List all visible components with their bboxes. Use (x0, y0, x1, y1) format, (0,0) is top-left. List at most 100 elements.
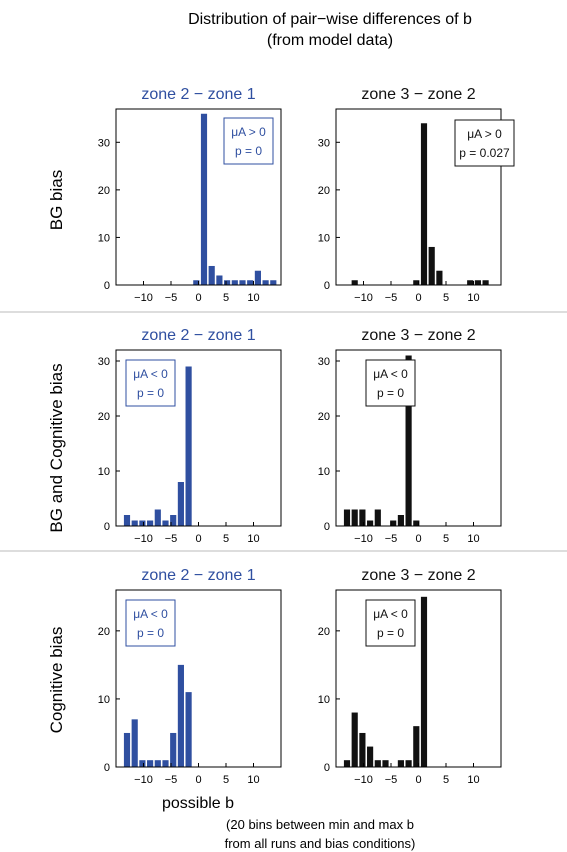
bar-2-10 (413, 280, 420, 285)
bar-4-5 (374, 509, 381, 526)
x-tick-label: 0 (415, 533, 421, 545)
x-tick-label: −5 (165, 774, 178, 786)
y-tick-label: 0 (324, 280, 330, 292)
y-tick-label: 0 (104, 280, 110, 292)
panel-title: zone 2 − zone 1 (141, 86, 255, 103)
bar-1-13 (216, 275, 223, 285)
y-tick-label: 30 (318, 137, 330, 149)
x-tick-label: 10 (247, 292, 259, 304)
y-tick-label: 10 (98, 466, 110, 478)
y-tick-label: 0 (324, 521, 330, 533)
bar-3-2 (131, 520, 138, 526)
bar-6-5 (374, 760, 381, 767)
bar-2-12 (428, 246, 435, 285)
x-tick-label: 10 (467, 774, 479, 786)
bar-6-8 (397, 760, 404, 767)
panel-title: zone 2 − zone 1 (141, 567, 255, 584)
bar-5-8 (177, 664, 184, 767)
panels: −10 −5 0 5 10 0 10 20 30 zone 2 − zone 1 μA > 0 p =… (98, 86, 515, 786)
bar-1-14 (224, 280, 231, 285)
x-tick-label: −10 (134, 292, 153, 304)
row-label-cognitive-bias: Cognitive bias (47, 627, 66, 734)
stat-box (223, 117, 274, 165)
y-tick-label: 20 (98, 185, 110, 197)
x-tick-label: −10 (134, 533, 153, 545)
bar-5-7 (170, 732, 177, 767)
bar-5-3 (139, 760, 146, 767)
bar-6-11 (420, 596, 428, 767)
x-tick-label: 0 (195, 774, 201, 786)
stat-box (125, 599, 176, 647)
bar-2-2 (351, 280, 358, 285)
bar-6-1 (343, 760, 351, 767)
histogram-panel-4: −10 −5 0 5 10 0 10 20 30 zone 3 − zone 2 μA < 0 p =… (318, 327, 502, 545)
bar-4-3 (359, 509, 366, 526)
y-tick-label: 30 (318, 356, 330, 368)
bar-1-10 (193, 280, 200, 285)
y-tick-label: 20 (98, 411, 110, 423)
bar-1-17 (247, 280, 254, 285)
bar-5-6 (162, 760, 169, 767)
bar-6-10 (413, 726, 420, 767)
histogram-panel-1: −10 −5 0 5 10 0 10 20 30 zone 2 − zone 1 μA > 0 p =… (98, 86, 282, 304)
y-tick-label: 10 (318, 694, 330, 706)
footnote-line2: from all runs and bias conditions) (225, 836, 416, 851)
y-tick-label: 10 (98, 232, 110, 244)
footnote-line1: (20 bins between min and max b (226, 817, 414, 832)
stat-hypothesis: μA < 0 (373, 367, 408, 381)
bar-6-3 (359, 732, 366, 767)
x-tick-label: 10 (467, 292, 479, 304)
y-tick-label: 20 (318, 185, 330, 197)
stat-box (454, 119, 515, 167)
bar-4-7 (390, 520, 397, 526)
bar-3-7 (170, 515, 177, 526)
stat-p-value: p = 0 (137, 626, 164, 640)
x-tick-label: −5 (385, 774, 398, 786)
bar-6-9 (405, 760, 412, 767)
y-tick-label: 10 (318, 232, 330, 244)
stat-hypothesis: μA > 0 (467, 127, 502, 141)
stat-hypothesis: μA < 0 (133, 367, 168, 381)
panel-title: zone 2 − zone 1 (141, 327, 255, 344)
bar-5-1 (123, 732, 131, 767)
stat-hypothesis: μA > 0 (231, 125, 266, 139)
bar-3-4 (147, 520, 154, 526)
bar-4-2 (351, 509, 358, 526)
figure-title-line2: (from model data) (267, 32, 393, 49)
x-tick-label: 5 (223, 292, 229, 304)
y-tick-label: 20 (98, 626, 110, 638)
row-label-bg-bias: BG bias (47, 170, 66, 230)
x-tick-label: 5 (443, 533, 449, 545)
bar-5-9 (185, 692, 192, 767)
y-tick-label: 0 (104, 521, 110, 533)
bar-3-6 (162, 520, 169, 526)
x-tick-label: 5 (223, 774, 229, 786)
stat-box (365, 599, 416, 647)
bar-5-2 (131, 719, 138, 767)
stat-p-value: p = 0 (377, 626, 404, 640)
x-tick-label: 0 (195, 533, 201, 545)
stat-hypothesis: μA < 0 (133, 607, 168, 621)
bar-1-16 (239, 280, 246, 285)
x-tick-label: −5 (165, 533, 178, 545)
bar-2-17 (467, 280, 474, 285)
bar-3-5 (154, 509, 161, 526)
y-tick-label: 20 (318, 626, 330, 638)
x-tick-label: −5 (385, 292, 398, 304)
bar-1-15 (231, 280, 238, 285)
x-tick-label: 5 (443, 774, 449, 786)
x-tick-label: −10 (354, 533, 373, 545)
x-tick-label: 10 (467, 533, 479, 545)
bar-4-1 (343, 509, 351, 526)
bar-4-10 (413, 520, 420, 526)
y-tick-label: 0 (324, 762, 330, 774)
panel-title: zone 3 − zone 2 (361, 567, 475, 584)
x-tick-label: 0 (195, 292, 201, 304)
bar-1-11 (200, 113, 208, 285)
stat-p-value: p = 0 (137, 386, 164, 400)
bar-2-18 (474, 280, 481, 285)
histogram-panel-3: −10 −5 0 5 10 0 10 20 30 zone 2 − zone 1 μA < 0 p =… (98, 327, 282, 545)
x-tick-label: 5 (223, 533, 229, 545)
bar-3-1 (123, 515, 131, 526)
